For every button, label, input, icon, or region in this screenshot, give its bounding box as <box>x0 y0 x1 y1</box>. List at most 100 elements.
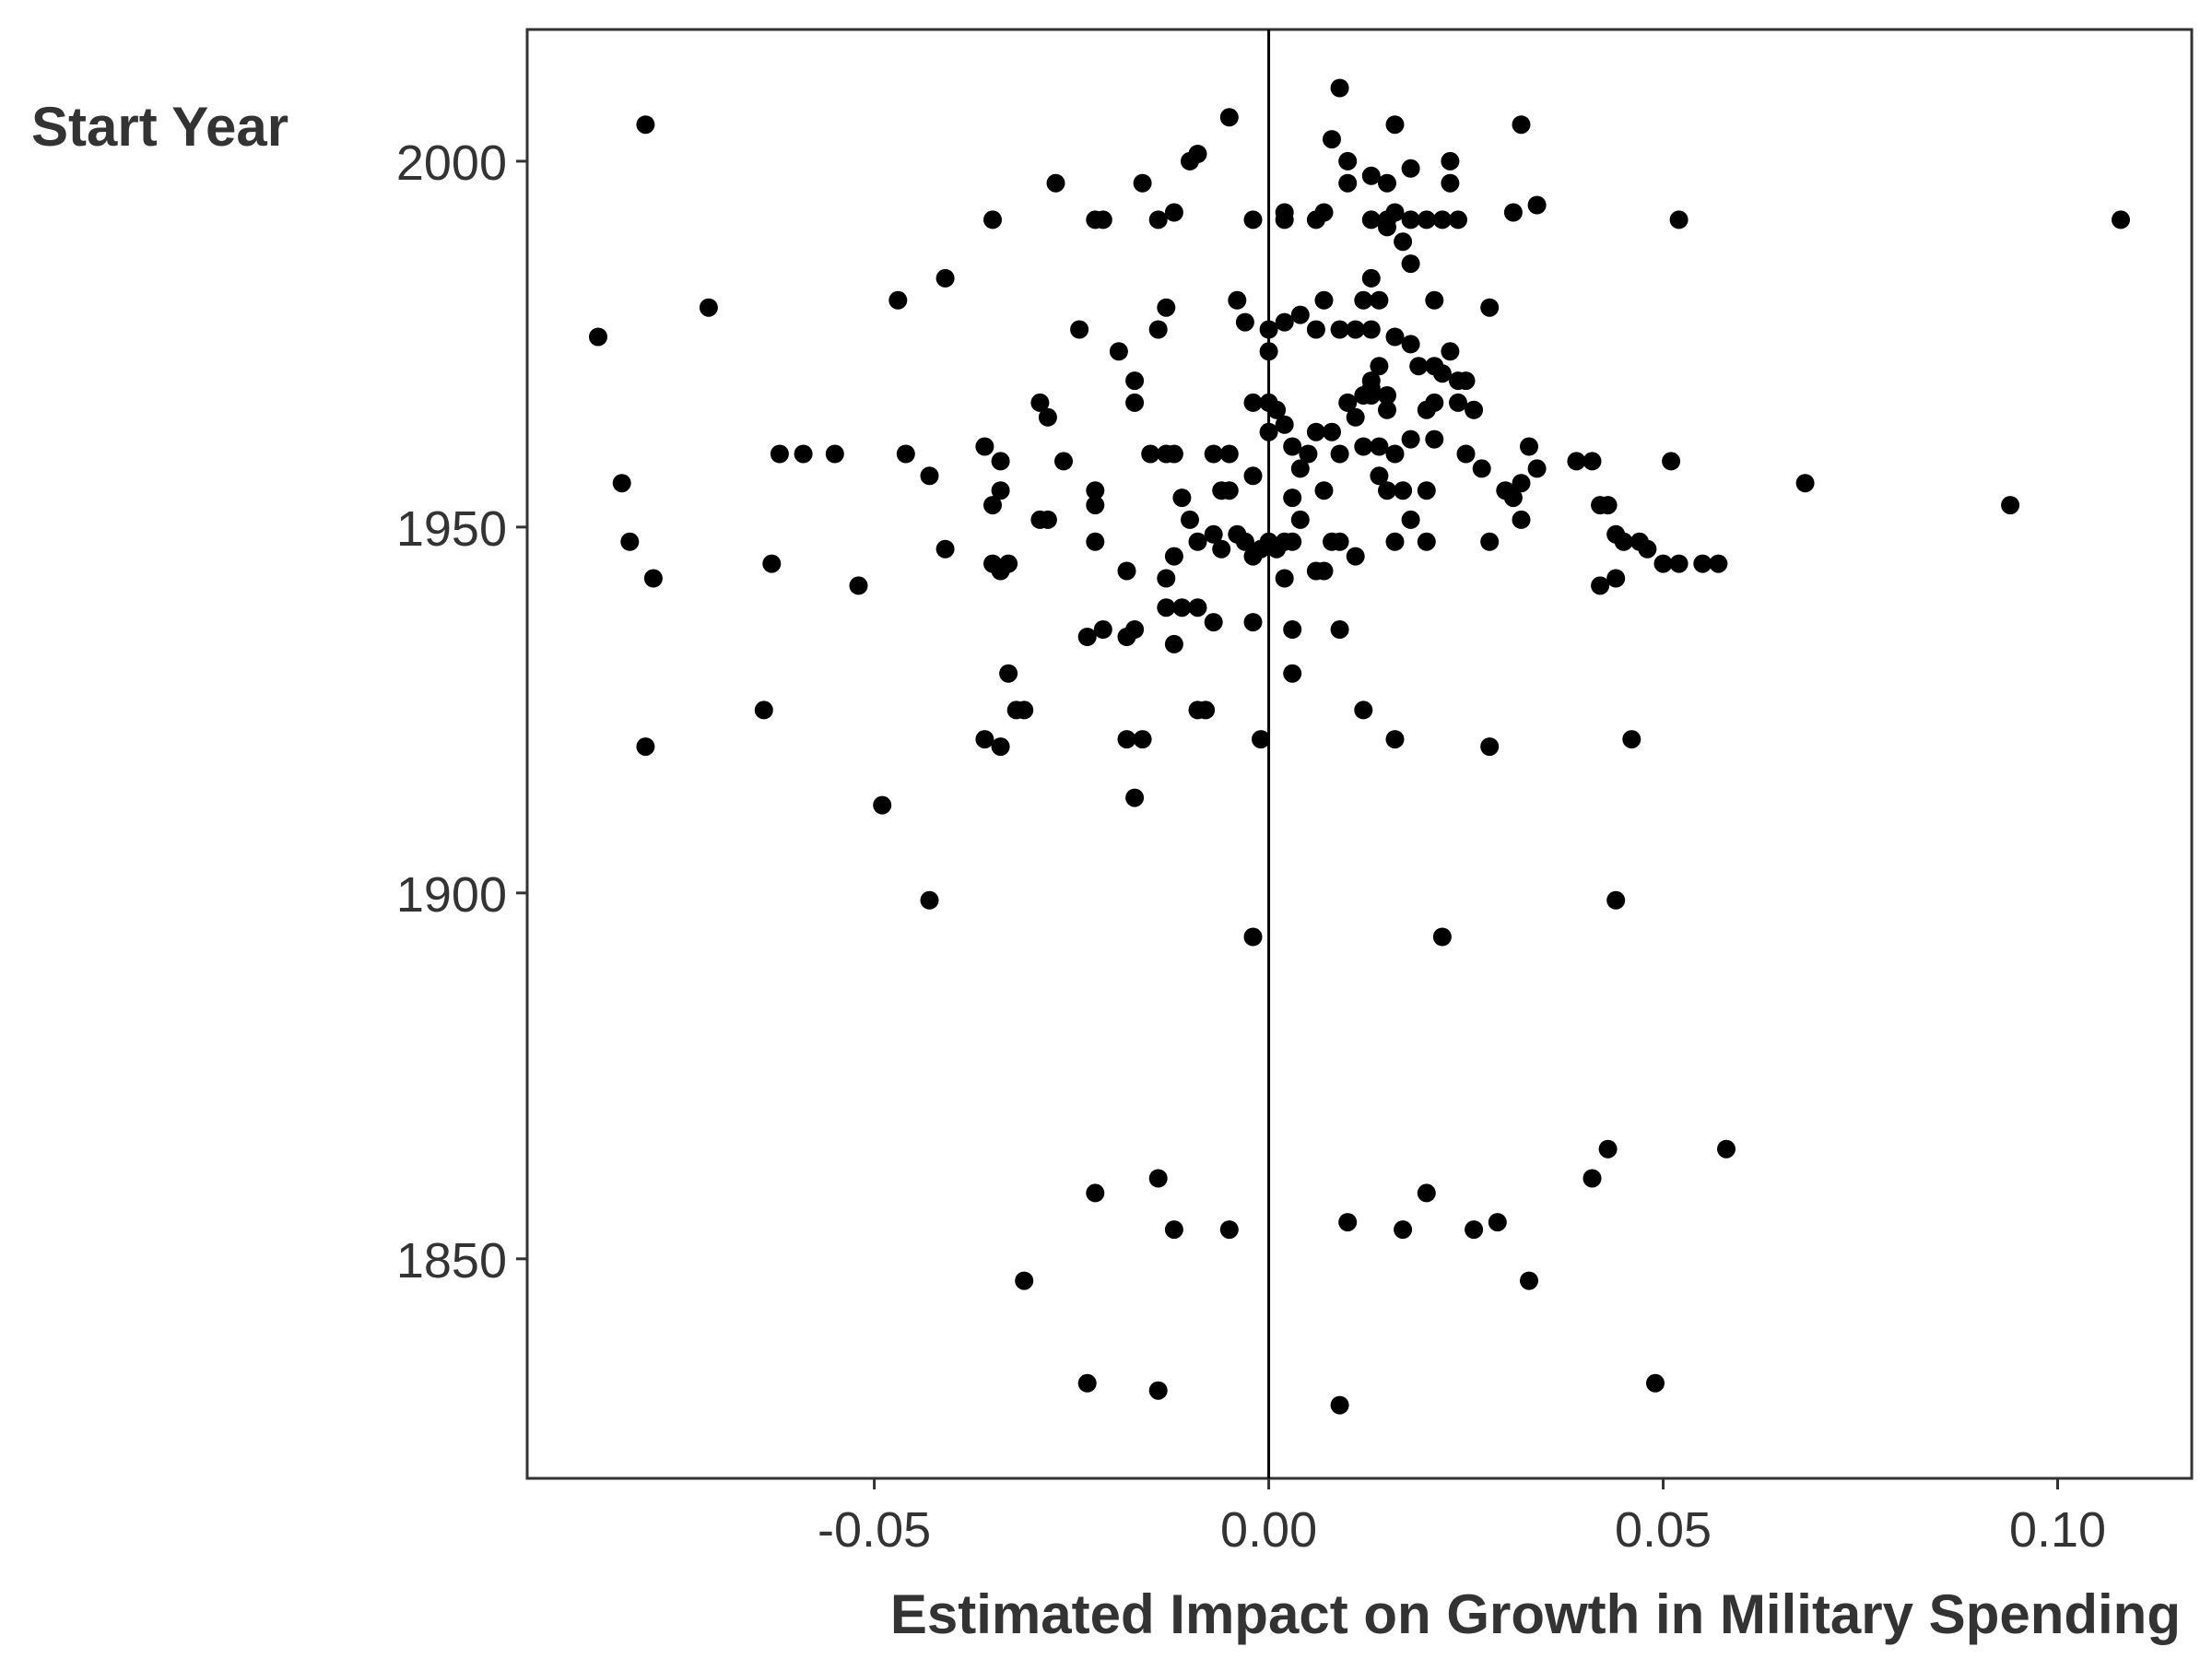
data-point-8 <box>1338 151 1358 171</box>
data-point-243 <box>1015 1271 1034 1290</box>
data-point-160 <box>1188 532 1207 551</box>
data-point-58 <box>1346 320 1365 339</box>
data-point-148 <box>762 554 782 573</box>
data-point-247 <box>1646 1373 1665 1393</box>
data-point-100 <box>1054 452 1073 471</box>
data-point-232 <box>1717 1139 1735 1159</box>
data-point-177 <box>1346 547 1365 566</box>
data-point-214 <box>1196 700 1216 720</box>
data-point-46 <box>1314 290 1334 310</box>
data-point-237 <box>1164 1220 1183 1240</box>
y-tick-label: 1850 <box>396 1233 507 1288</box>
data-point-127 <box>1086 496 1105 515</box>
data-point-35 <box>1527 195 1547 215</box>
data-point-39 <box>1394 232 1413 252</box>
data-point-180 <box>1417 532 1436 551</box>
data-point-62 <box>589 327 607 347</box>
data-point-225 <box>873 795 892 815</box>
data-point-234 <box>1583 1169 1602 1188</box>
data-point-171 <box>1283 532 1302 551</box>
data-point-29 <box>1385 203 1405 222</box>
data-point-20 <box>1148 210 1168 229</box>
data-point-121 <box>1662 452 1681 471</box>
x-tick-label: 0.10 <box>2009 1502 2106 1558</box>
data-point-82 <box>1465 400 1484 419</box>
data-point-55 <box>1290 305 1310 324</box>
data-point-242 <box>1488 1213 1507 1232</box>
data-point-89 <box>1275 415 1294 434</box>
data-point-197 <box>1591 576 1610 595</box>
data-point-43 <box>699 298 718 317</box>
data-point-5 <box>1323 130 1341 149</box>
y-tick-label: 1900 <box>396 867 507 923</box>
data-point-32 <box>1432 210 1452 229</box>
data-point-83 <box>1030 393 1050 412</box>
data-point-184 <box>1614 532 1633 551</box>
data-point-122 <box>612 474 631 493</box>
data-point-70 <box>1370 357 1389 376</box>
data-point-203 <box>1164 634 1183 653</box>
data-point-215 <box>1354 700 1373 720</box>
data-point-207 <box>1330 620 1349 639</box>
data-point-190 <box>1709 554 1728 573</box>
data-point-239 <box>1338 1213 1358 1232</box>
data-point-4 <box>1219 108 1239 127</box>
data-point-94 <box>825 444 844 464</box>
data-point-49 <box>1425 290 1444 310</box>
y-axis-title: Start Year <box>31 96 288 158</box>
data-point-206 <box>1283 620 1302 639</box>
data-point-33 <box>1449 210 1467 229</box>
data-point-116 <box>1425 429 1444 449</box>
data-point-118 <box>1520 437 1538 456</box>
data-point-140 <box>1503 488 1523 508</box>
data-point-30 <box>1401 210 1420 229</box>
data-point-10 <box>1361 166 1381 185</box>
data-point-36 <box>1669 210 1688 229</box>
data-point-246 <box>1148 1381 1168 1400</box>
data-point-137 <box>1417 481 1436 500</box>
data-point-93 <box>1378 400 1396 419</box>
data-point-2 <box>1512 115 1531 135</box>
data-point-210 <box>754 700 773 720</box>
data-point-147 <box>620 532 640 551</box>
data-point-124 <box>991 481 1010 500</box>
data-point-135 <box>1378 481 1396 500</box>
data-point-112 <box>1354 437 1373 456</box>
data-point-182 <box>1512 510 1531 529</box>
data-point-51 <box>1361 268 1381 288</box>
data-point-0 <box>1330 78 1349 98</box>
data-point-21 <box>1164 203 1183 222</box>
data-point-208 <box>999 664 1018 683</box>
data-point-114 <box>1385 444 1405 464</box>
data-point-176 <box>1330 532 1349 551</box>
data-point-90 <box>1338 393 1358 412</box>
x-axis-title: Estimated Impact on Growth in Military S… <box>890 1583 2181 1645</box>
data-point-192 <box>849 576 868 595</box>
data-point-170 <box>1283 488 1302 508</box>
data-point-193 <box>1157 598 1176 618</box>
data-point-161 <box>1204 524 1223 544</box>
data-point-191 <box>643 569 663 588</box>
data-point-48 <box>1370 290 1389 310</box>
data-point-136 <box>1394 481 1413 500</box>
data-point-42 <box>888 290 908 310</box>
data-point-92 <box>1361 386 1381 405</box>
data-point-107 <box>1283 437 1302 456</box>
data-point-108 <box>1299 444 1318 464</box>
data-point-96 <box>770 444 789 464</box>
data-point-27 <box>1361 210 1381 229</box>
data-point-226 <box>1125 788 1145 807</box>
data-point-157 <box>1164 547 1183 566</box>
data-point-223 <box>1480 737 1500 757</box>
data-point-152 <box>999 554 1018 573</box>
data-point-11 <box>1401 159 1420 178</box>
data-point-111 <box>1330 444 1349 464</box>
data-point-125 <box>983 496 1002 515</box>
data-point-217 <box>975 730 994 749</box>
data-point-222 <box>1385 730 1405 749</box>
data-point-186 <box>1638 539 1657 559</box>
data-point-245 <box>1077 1373 1097 1393</box>
data-point-162 <box>1212 539 1231 559</box>
data-point-241 <box>1465 1220 1484 1240</box>
